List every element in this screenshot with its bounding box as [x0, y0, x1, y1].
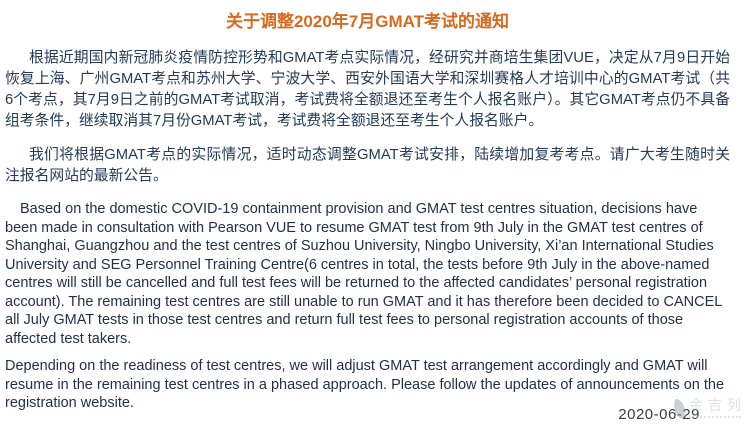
english-paragraph-1: Based on the domestic COVID-19 containme… — [5, 201, 722, 347]
notice-date: 2020-06-29 — [618, 406, 700, 423]
notice-title: 关于调整2020年7月GMAT考试的通知 — [225, 12, 510, 31]
english-paragraph-2: Depending on the readiness of test centr… — [5, 358, 725, 411]
chinese-paragraph-2: 我们将根据GMAT考点的实际情况，适时动态调整GMAT考试安排，陆续增加复考考点… — [5, 147, 730, 184]
chinese-paragraph-1: 根据近期国内新冠肺炎疫情防控形势和GMAT考点实际情况，经研究并商培生集团VUE… — [5, 50, 730, 129]
